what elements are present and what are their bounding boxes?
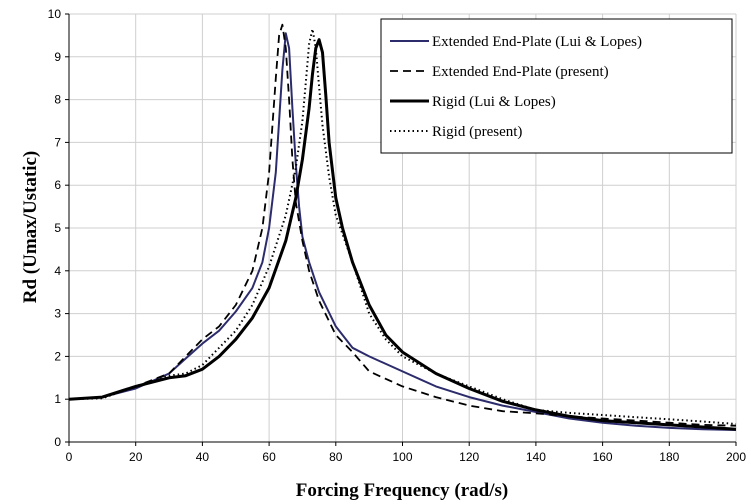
x-axis-title: Forcing Frequency (rad/s) — [296, 480, 509, 501]
x-tick-label: 80 — [329, 450, 343, 464]
x-tick-label: 120 — [459, 450, 479, 464]
y-axis-ticks: 0 1 2 3 4 5 6 7 8 9 10 — [48, 7, 69, 449]
y-axis-title: Rd (Umax/Ustatic) — [20, 151, 41, 304]
y-tick-label: 1 — [54, 392, 61, 406]
y-tick-label: 9 — [54, 50, 61, 64]
y-tick-label: 8 — [54, 93, 61, 107]
x-tick-label: 200 — [726, 450, 746, 464]
y-tick-label: 6 — [54, 178, 61, 192]
legend-box — [380, 18, 733, 154]
y-tick-label: 10 — [48, 7, 62, 21]
series-layer — [68, 23, 737, 431]
x-tick-label: 40 — [196, 450, 210, 464]
y-tick-label: 7 — [54, 135, 61, 149]
y-tick-label: 0 — [54, 435, 61, 449]
legend: Extended End-Plate (Lui & Lopes) Extended… — [380, 18, 733, 154]
x-axis-ticks: 0 20 40 60 80 100 120 140 160 180 200 — [66, 442, 746, 464]
x-tick-label: 0 — [66, 450, 73, 464]
legend-label: Extended End-Plate (Lui & Lopes) — [432, 34, 642, 50]
y-tick-label: 4 — [54, 264, 61, 278]
x-tick-label: 180 — [659, 450, 679, 464]
y-tick-label: 3 — [54, 307, 61, 321]
x-tick-label: 20 — [129, 450, 143, 464]
x-tick-label: 160 — [593, 450, 613, 464]
legend-label: Rigid (Lui & Lopes) — [432, 94, 556, 110]
x-tick-label: 60 — [262, 450, 276, 464]
legend-label: Extended End-Plate (present) — [432, 64, 609, 80]
x-tick-label: 140 — [526, 450, 546, 464]
y-tick-label: 2 — [54, 349, 61, 363]
y-tick-label: 5 — [54, 221, 61, 235]
legend-label: Rigid (present) — [432, 124, 522, 140]
x-tick-label: 100 — [392, 450, 412, 464]
series-line-3 — [68, 38, 737, 431]
